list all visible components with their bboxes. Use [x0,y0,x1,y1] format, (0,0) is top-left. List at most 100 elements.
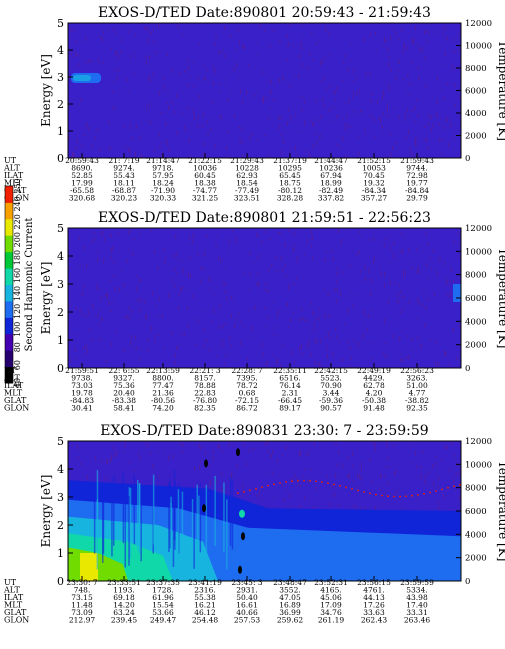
noise-grain [230,296,232,300]
table-cell: 55.38 [194,593,216,602]
noise-grain [111,147,113,149]
noise-grain [317,362,319,366]
noise-grain [405,136,407,141]
y2-tick-label: 10000 [465,460,492,470]
noise-grain [126,317,128,319]
colorbar-frame [4,185,14,384]
noise-grain [419,47,421,51]
noise-grain [281,150,283,156]
noise-grain [374,136,376,138]
noise-grain [329,313,330,318]
noise-grain [122,349,124,351]
noise-grain [350,43,352,46]
noise-grain [279,231,281,234]
table-cell: 34.76 [320,608,342,617]
table-cell: 73.03 [71,381,93,390]
noise-grain [393,253,394,259]
panel-title: EXOS-D/TED Date:890801 21:59:51 - 22:56:… [98,210,431,226]
noise-grain [219,83,221,86]
noise-grain [254,93,255,97]
noise-grain [74,347,76,352]
noise-grain [347,66,349,72]
noise-grain [395,32,397,36]
noise-grain [455,472,457,476]
noise-grain [173,253,175,258]
noise-grain [370,71,371,75]
noise-grain [401,28,403,33]
noise-grain [274,497,276,500]
noise-grain [417,113,419,118]
noise-grain [347,474,349,480]
noise-grain [110,234,111,236]
noise-grain [161,152,163,158]
noise-grain [303,100,305,104]
table-cell: 22:13:59 [146,366,180,375]
table-cell: 8157. [194,374,215,383]
noise-grain [313,442,315,447]
noise-grain [187,272,189,278]
noise-grain [115,52,116,56]
noise-grain [254,305,255,308]
noise-grain [128,30,130,34]
colorbar-tick-label: 160 [13,268,22,283]
noise-grain [400,311,402,314]
noise-grain [143,442,145,444]
y2-axis-label: Temperature [K] [496,248,505,349]
noise-grain [365,133,366,136]
noise-grain [286,489,288,491]
noise-grain [347,307,349,311]
noise-grain [110,233,112,238]
noise-grain [336,86,338,91]
noise-grain [295,153,297,156]
noise-grain [385,354,387,359]
noise-grain [262,356,263,358]
noise-grain [353,479,354,484]
noise-grain [401,508,403,512]
noise-grain [138,451,140,456]
noise-grain [126,314,127,319]
noise-grain [161,142,163,144]
noise-grain [347,455,349,460]
noise-grain [85,35,87,40]
streak [129,488,132,558]
y2-axis-label: Temperature [K] [496,40,505,141]
table-cell: 3263. [406,374,427,383]
noise-grain [305,150,307,153]
noise-grain [246,90,248,95]
colorbar-tick-label: 100 [13,322,22,337]
noise-grain [289,148,291,150]
noise-grain [335,327,337,331]
noise-grain [417,121,419,123]
noise-grain [454,50,455,53]
noise-grain [165,138,167,144]
table-cell: 328.28 [277,194,303,203]
noise-grain [329,32,330,35]
noise-grain [435,341,437,345]
table-cell: 22:35:11 [273,366,307,375]
noise-grain [242,483,243,487]
table-cell: 4429. [363,374,384,383]
noise-grain [311,32,313,35]
noise-grain [360,269,362,274]
noise-grain [344,102,345,105]
noise-grain [215,73,216,75]
noise-grain [310,468,312,471]
table-cell: 337.82 [318,194,344,203]
noise-grain [113,446,115,451]
noise-grain [127,147,129,151]
noise-grain [228,243,230,246]
noise-grain [180,288,181,292]
noise-grain [135,335,136,340]
noise-grain [383,90,385,96]
noise-grain [129,249,130,251]
noise-grain [165,121,167,126]
streak [96,499,99,570]
noise-grain [406,89,407,92]
noise-grain [301,343,302,349]
noise-grain [272,449,274,455]
noise-grain [288,229,290,233]
noise-grain [379,266,381,268]
noise-grain [127,294,129,297]
table-cell: -38.82 [405,396,429,405]
y-axis-label: Energy [eV] [39,475,53,548]
